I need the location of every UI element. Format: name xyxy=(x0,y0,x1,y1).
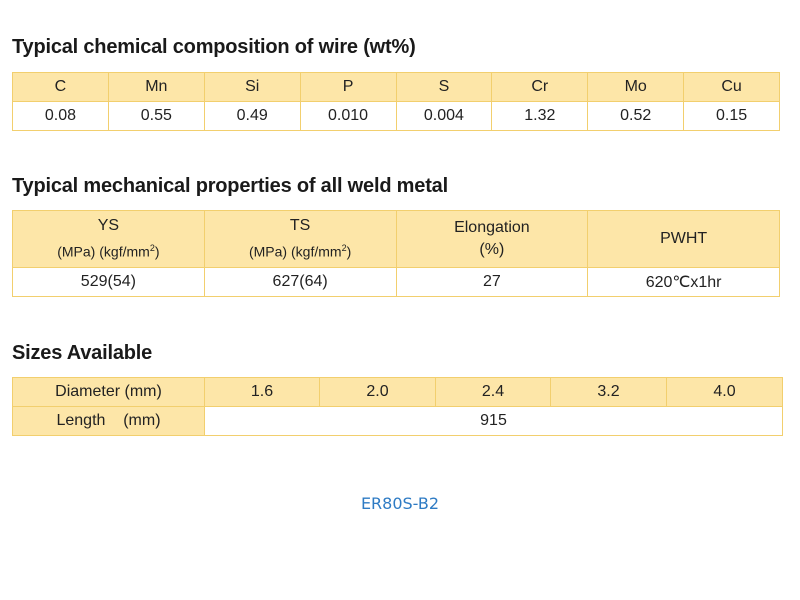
elongation-label: Elongation xyxy=(454,219,530,236)
mechanical-properties-title: Typical mechanical properties of all wel… xyxy=(12,175,448,197)
element-value-cr: 1.32 xyxy=(491,101,589,131)
table-header-row: YS (MPa) (kgf/mm2) TS (MPa) (kgf/mm2) El… xyxy=(12,210,780,268)
element-value-cu: 0.15 xyxy=(683,101,780,131)
pwht-label: PWHT xyxy=(660,230,708,247)
sizes-table: Diameter (mm) 1.6 2.0 2.4 3.2 4.0 Length… xyxy=(12,377,783,436)
ts-unit-kgf: (kgf/mm xyxy=(291,243,342,260)
product-code: ER80S-B2 xyxy=(360,494,440,513)
element-header-cr: Cr xyxy=(491,72,589,102)
ts-unit-mpa: (MPa) xyxy=(248,243,288,260)
ys-unit-close: ) xyxy=(154,243,160,260)
ys-value: 529(54) xyxy=(12,267,205,297)
table-row: 0.08 0.55 0.49 0.010 0.004 1.32 0.52 0.1… xyxy=(12,101,780,131)
element-value-si: 0.49 xyxy=(203,101,301,131)
table-header-row: C Mn Si P S Cr Mo Cu xyxy=(12,72,780,102)
element-header-p: P xyxy=(299,72,397,102)
element-header-s: S xyxy=(395,72,493,102)
sizes-title: Sizes Available xyxy=(12,342,153,364)
ys-label: YS xyxy=(97,217,120,235)
elongation-header: Elongation (%) xyxy=(395,210,589,268)
chemical-composition-title: Typical chemical composition of wire (wt… xyxy=(12,36,416,58)
diameter-value: 2.4 xyxy=(435,377,551,407)
diameter-value: 1.6 xyxy=(204,377,320,407)
length-label: Length (mm) xyxy=(12,406,205,436)
elongation-value: 27 xyxy=(395,267,589,297)
mechanical-properties-table: YS (MPa) (kgf/mm2) TS (MPa) (kgf/mm2) El… xyxy=(12,210,780,297)
ys-unit: (MPa) (kgf/mm2) xyxy=(13,237,204,263)
elongation-unit: (%) xyxy=(479,241,505,258)
element-value-s: 0.004 xyxy=(395,101,493,131)
element-value-c: 0.08 xyxy=(12,101,109,131)
ys-unit-kgf: (kgf/mm xyxy=(99,243,150,260)
pwht-value: 620℃x1hr xyxy=(587,267,780,297)
element-header-si: Si xyxy=(203,72,301,102)
chemical-composition-table: C Mn Si P S Cr Mo Cu 0.08 0.55 0.49 0.01… xyxy=(12,72,780,131)
element-header-mo: Mo xyxy=(587,72,685,102)
ys-unit-exp: 2 xyxy=(149,243,155,254)
diameter-label: Diameter (mm) xyxy=(12,377,205,407)
element-value-p: 0.010 xyxy=(299,101,397,131)
element-header-c: C xyxy=(12,72,109,102)
ts-unit: (MPa) (kgf/mm2) xyxy=(205,237,396,263)
length-value: 915 xyxy=(204,406,783,436)
ts-header: TS (MPa) (kgf/mm2) xyxy=(203,210,397,268)
table-row: 529(54) 627(64) 27 620℃x1hr xyxy=(12,267,780,297)
ts-value: 627(64) xyxy=(203,267,397,297)
diameter-value: 2.0 xyxy=(319,377,436,407)
ts-label: TS xyxy=(289,217,311,235)
ys-header: YS (MPa) (kgf/mm2) xyxy=(12,210,205,268)
diameter-value: 3.2 xyxy=(550,377,667,407)
ts-unit-close: ) xyxy=(346,243,352,260)
table-row: Length (mm) 915 xyxy=(12,406,783,436)
element-value-mn: 0.55 xyxy=(107,101,205,131)
diameter-value: 4.0 xyxy=(666,377,783,407)
element-header-cu: Cu xyxy=(683,72,780,102)
pwht-header: PWHT xyxy=(587,210,780,268)
ys-unit-mpa: (MPa) xyxy=(57,243,96,260)
ts-unit-exp: 2 xyxy=(341,243,347,254)
element-header-mn: Mn xyxy=(107,72,205,102)
table-row: Diameter (mm) 1.6 2.0 2.4 3.2 4.0 xyxy=(12,377,783,407)
element-value-mo: 0.52 xyxy=(587,101,685,131)
